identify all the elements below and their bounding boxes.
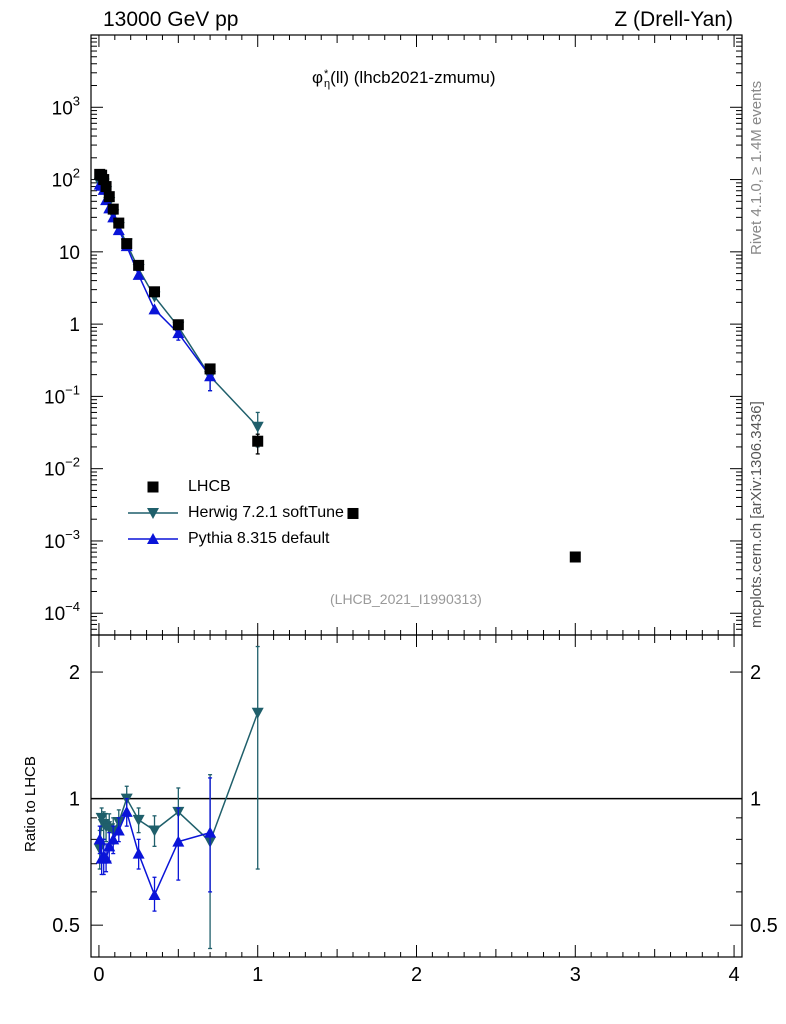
x-tick-label: 2 — [411, 964, 422, 986]
main-point-lhcb — [569, 551, 581, 563]
main-point-lhcb — [252, 435, 264, 447]
main-point-lhcb — [113, 217, 125, 229]
ratio-point-pythia — [204, 826, 217, 838]
ratio-y-tick-label-right: 2 — [750, 662, 761, 684]
main-point-lhcb — [347, 507, 359, 519]
plot-title: φ * η (ll) (lhcb2021-zmumu) — [312, 68, 495, 89]
ratio-y-tick-label-right: 1 — [750, 789, 761, 811]
ratio-point-herwig — [251, 707, 264, 719]
ratio-point-pythia — [132, 847, 145, 859]
ratio-frame — [90, 634, 743, 958]
x-tick-label: 3 — [570, 964, 581, 986]
beam-label: 13000 GeV pp — [103, 8, 239, 31]
legend-label-lhcb: LHCB — [188, 478, 231, 495]
legend-label-pythia: Pythia 8.315 default — [188, 530, 330, 547]
main-y-tick-label: 1 — [69, 315, 80, 336]
ratio-point-pythia — [107, 833, 120, 845]
ratio-point-pythia — [103, 840, 116, 852]
main-point-lhcb — [100, 181, 112, 193]
ratio-point-herwig — [95, 812, 108, 824]
legend-label-herwig: Herwig 7.2.1 softTune — [188, 504, 344, 521]
title-subscript: η — [324, 77, 331, 90]
main-point-lhcb — [149, 286, 161, 298]
process-label: Z (Drell-Yan) — [614, 8, 733, 31]
main-point-lhcb — [172, 319, 184, 331]
main-y-tick-label: 10−2 — [44, 455, 80, 481]
main-frame — [90, 34, 743, 636]
main-line-herwig — [99, 178, 259, 428]
main-y-tick-label: 103 — [52, 93, 80, 119]
main-point-pythia — [172, 327, 185, 339]
main-point-pythia — [112, 224, 125, 236]
main-point-lhcb — [121, 238, 133, 250]
ratio-point-pythia — [112, 824, 125, 836]
title-superscript: * — [324, 67, 329, 80]
main-point-pythia — [132, 268, 145, 280]
ratio-y-tick-label-left: 0.5 — [52, 915, 80, 937]
legend-marker-pythia — [147, 533, 159, 544]
main-point-lhcb — [98, 174, 110, 186]
title-symbol: φ — [312, 68, 324, 87]
main-point-lhcb — [103, 191, 115, 203]
ratio-point-herwig — [148, 825, 161, 837]
ratio-y-tick-label-left: 1 — [69, 789, 80, 811]
main-point-lhcb — [133, 259, 145, 271]
ratio-y-tick-label-right: 0.5 — [750, 915, 778, 937]
ratio-point-pythia — [120, 805, 133, 817]
legend-marker-herwig — [147, 508, 159, 519]
main-point-pythia — [204, 370, 217, 382]
analysis-id: (LHCB_2021_I1990313) — [330, 591, 482, 607]
ratio-point-pythia — [172, 835, 185, 847]
main-y-tick-label: 10−4 — [44, 599, 80, 625]
ratio-point-herwig — [132, 814, 145, 826]
ratio-point-pythia — [93, 833, 106, 845]
main-point-herwig — [251, 421, 264, 433]
main-y-tick-label: 10 — [59, 243, 80, 264]
ratio-y-tick-label-left: 2 — [69, 662, 80, 684]
main-point-lhcb — [107, 203, 119, 215]
main-y-tick-label: 10−1 — [44, 382, 80, 408]
x-tick-label: 4 — [728, 964, 739, 986]
main-point-lhcb — [204, 363, 216, 375]
main-point-pythia — [148, 303, 161, 315]
legend-marker-lhcb — [147, 481, 159, 493]
x-tick-label: 1 — [252, 964, 263, 986]
main-y-tick-label: 10−3 — [44, 527, 80, 553]
x-tick-label: 0 — [93, 964, 104, 986]
main-y-tick-label: 102 — [52, 166, 80, 192]
title-rest: (ll) (lhcb2021-zmumu) — [330, 68, 496, 87]
ratio-point-pythia — [148, 888, 161, 900]
